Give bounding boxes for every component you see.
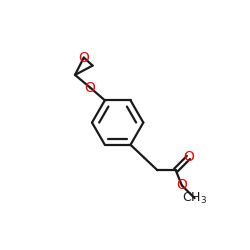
Text: O: O bbox=[85, 80, 96, 94]
Text: O: O bbox=[183, 150, 194, 164]
Text: CH$_3$: CH$_3$ bbox=[182, 190, 207, 206]
Text: O: O bbox=[78, 50, 89, 64]
Text: O: O bbox=[176, 178, 187, 192]
